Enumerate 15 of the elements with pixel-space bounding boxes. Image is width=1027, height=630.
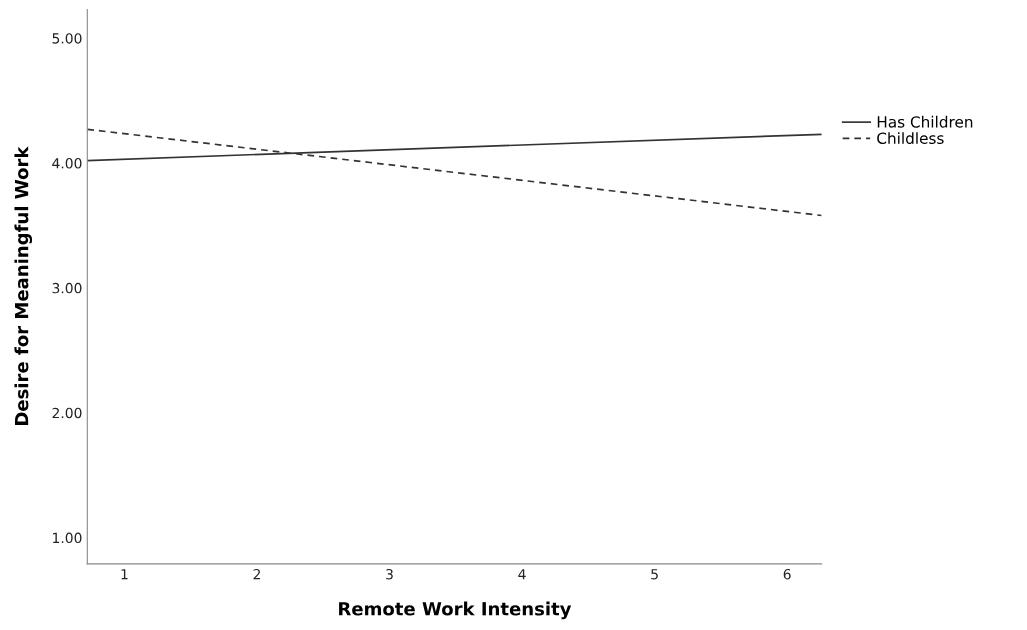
y-tick-label: 5.00 [52,33,82,44]
legend-label: Has Children [877,115,973,128]
y-tick-label: 3.00 [52,282,82,294]
y-tick-label: 1.00 [53,532,82,544]
x-tick-label: 5 [651,569,658,580]
x-tick-label: 4 [518,569,526,580]
x-tick-label: 3 [386,568,393,580]
legend-label: Childless [877,132,944,145]
y-axis-title: Desire for Meaningful Work [14,146,33,426]
x-axis-title: Remote Work Intensity [339,601,572,620]
x-tick-label: 6 [783,568,791,580]
y-tick-label: 2.00 [52,407,82,419]
x-tick-label: 2 [253,568,260,580]
y-tick-label: 4.00 [52,158,82,169]
x-tick-label: 1 [121,569,128,580]
